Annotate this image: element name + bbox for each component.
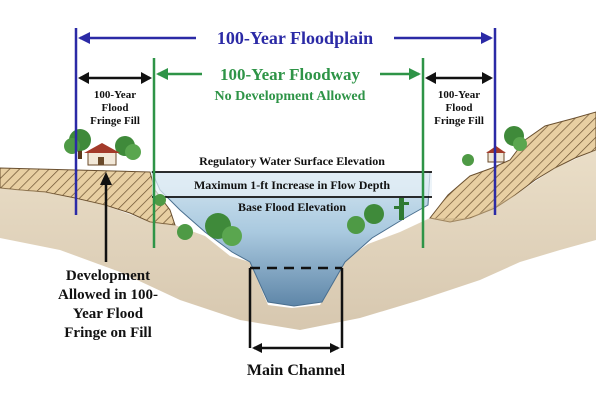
right-fringe-arrow-right-head — [482, 72, 493, 84]
right-fringe-line-3: Fringe Fill — [434, 115, 484, 127]
floodplain-arrow-left-head — [78, 32, 90, 44]
development-line-1: Development — [66, 268, 150, 284]
floodway-arrow-left-head — [156, 68, 168, 80]
right-fringe-line-1: 100-Year — [438, 89, 480, 101]
max-increase-band — [152, 173, 432, 196]
left-fringe-arrow-left-head — [78, 72, 89, 84]
channel-bracket — [248, 268, 344, 348]
development-line-2: Allowed in 100- — [58, 287, 158, 303]
right-trees — [347, 126, 527, 234]
no-development-label: No Development Allowed — [215, 89, 366, 104]
left-house — [84, 143, 120, 166]
development-pointer-head — [100, 172, 112, 185]
valley-soil — [0, 150, 596, 330]
right-fringe-line-2: Flood — [446, 102, 473, 114]
development-line-3: Year Flood — [73, 306, 144, 322]
channel-arrow-left-head — [252, 343, 262, 353]
left-fringe-line-2: Flood — [102, 102, 129, 114]
max-increase-label: Maximum 1-ft Increase in Flow Depth — [194, 178, 390, 192]
right-fringe-arrow-left-head — [425, 72, 436, 84]
development-line-4: Fringe on Fill — [64, 325, 152, 341]
floodplain-arrow-right-head — [481, 32, 493, 44]
main-channel-label: Main Channel — [247, 362, 346, 379]
floodplain-label: 100-Year Floodplain — [217, 28, 373, 48]
floodway-arrow-right-head — [409, 68, 421, 80]
left-trees — [64, 129, 242, 246]
left-fringe-line-3: Fringe Fill — [90, 115, 140, 127]
flood-water — [151, 171, 431, 307]
channel-arrow-right-head — [330, 343, 340, 353]
floodway-label: 100-Year Floodway — [220, 65, 360, 84]
left-fringe-line-1: 100-Year — [94, 89, 136, 101]
base-flood-label: Base Flood Elevation — [238, 200, 346, 214]
left-fringe-arrow-right-head — [141, 72, 152, 84]
regulatory-wse-label: Regulatory Water Surface Elevation — [199, 154, 385, 168]
